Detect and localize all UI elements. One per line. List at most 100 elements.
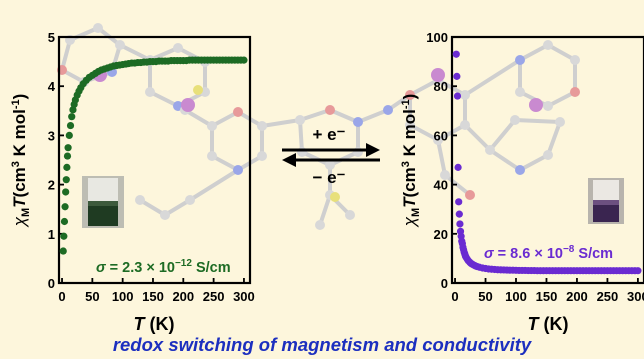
- x-tick-label: 0: [58, 289, 65, 304]
- left-xlabel-unit: (K): [145, 314, 175, 334]
- molecule-atom: [257, 151, 267, 161]
- redox-arrows: + e⁻ − e⁻: [282, 125, 380, 187]
- right-ylabel-chi: χ: [400, 216, 419, 228]
- molecule-atom: [93, 23, 103, 33]
- right-sigma-annotation: σ = 8.6 × 10−8 S/cm: [484, 244, 613, 262]
- molecule-bond: [298, 118, 304, 154]
- molecule-bond: [148, 46, 180, 62]
- molecule-atom: [405, 90, 415, 100]
- data-point: [63, 163, 71, 171]
- molecule-bond: [546, 90, 577, 108]
- molecule-atom: [207, 151, 217, 161]
- left-vial-inset: [82, 176, 124, 228]
- x-tick-label: 0: [451, 289, 458, 304]
- molecule-atom: [257, 121, 267, 131]
- data-point: [63, 152, 72, 160]
- right-x-axis-label: T (K): [528, 314, 569, 334]
- data-point: [68, 113, 76, 121]
- y-tick-label: 5: [48, 30, 55, 45]
- data-point: [60, 217, 69, 226]
- x-tick-label: 100: [112, 289, 134, 304]
- molecule-atom: [207, 121, 217, 131]
- molecule-atom: [515, 165, 525, 175]
- right-ylabel-sub: M: [410, 208, 422, 217]
- data-point: [66, 121, 75, 130]
- data-point: [455, 198, 463, 206]
- right-ylabel-close: ): [400, 94, 419, 100]
- x-tick-label: 250: [597, 289, 619, 304]
- x-tick-label: 100: [505, 289, 527, 304]
- data-point: [452, 50, 460, 58]
- x-tick-label: 150: [536, 289, 558, 304]
- x-tick-label: 250: [203, 289, 225, 304]
- data-point: [65, 131, 73, 139]
- right-marks: [452, 50, 642, 275]
- molecule-atom: [315, 220, 325, 230]
- data-point: [240, 56, 248, 64]
- left-sigma-value: = 2.3 × 10: [106, 260, 175, 276]
- x-tick-label: 50: [478, 289, 492, 304]
- left-sigma-symbol: σ: [96, 260, 107, 276]
- data-point: [456, 220, 464, 228]
- molecule-bond: [408, 123, 440, 142]
- molecule-atom: [325, 105, 335, 115]
- molecule-atom: [543, 40, 553, 50]
- molecule-atom: [325, 160, 335, 170]
- right-ylabel-t: T: [400, 196, 419, 208]
- x-tick-label: 200: [172, 289, 194, 304]
- molecule-bond: [488, 148, 522, 172]
- molecule-atom: [515, 55, 525, 65]
- right-ylabel-supneg1: -1: [400, 99, 412, 109]
- left-ylabel-sub: M: [20, 208, 32, 217]
- data-point: [455, 210, 463, 218]
- molecule-bond: [260, 118, 302, 128]
- y-tick-label: 4: [48, 79, 56, 94]
- y-tick-label: 2: [48, 178, 55, 193]
- left-ylabel-t: T: [10, 196, 29, 208]
- molecule-sulfur-atom: [330, 192, 340, 202]
- molecule-atom: [145, 87, 155, 97]
- left-ylabel-chi: χ: [10, 216, 29, 228]
- molecule-atom: [485, 145, 495, 155]
- molecule-bond: [356, 108, 390, 124]
- molecule-atom: [295, 115, 305, 125]
- right-sigma-exponent: −8: [563, 244, 575, 255]
- molecule-atom: [173, 43, 183, 53]
- molecule-bond: [118, 43, 152, 62]
- y-tick-label: 60: [434, 128, 448, 143]
- data-point: [62, 176, 70, 184]
- molecule-bond: [546, 120, 562, 157]
- molecule-sulfur-atom: [193, 85, 203, 95]
- left-sigma-annotation: σ = 2.3 × 10−12 S/cm: [96, 258, 231, 276]
- left-sigma-unit: S/cm: [192, 260, 231, 276]
- molecule-bond: [443, 173, 472, 197]
- data-point: [453, 72, 461, 80]
- molecule-bond: [318, 193, 332, 227]
- right-xlabel-t: T: [528, 314, 541, 334]
- y-tick-label: 3: [48, 128, 55, 143]
- right-plot: 0 50 100 150 200 250 300 0 20 40 60 80 100 σ = 8.6 ×…: [400, 30, 644, 334]
- forward-arrow-label: + e⁻: [312, 125, 345, 144]
- molecule-bond: [328, 108, 360, 124]
- data-point: [69, 106, 77, 114]
- data-point: [453, 92, 462, 100]
- molecule-bond: [546, 43, 577, 62]
- molecule-bond: [463, 123, 492, 152]
- left-sigma-exponent: −12: [175, 258, 192, 269]
- molecule-bond: [436, 138, 447, 177]
- y-tick-label: 100: [426, 30, 448, 45]
- molecule-metal-atom: [181, 98, 195, 112]
- left-ticks: 0 50 100 150 200 250 300 0 1 2 3 4 5: [48, 30, 255, 304]
- molecule-metal-atom: [529, 98, 543, 112]
- molecule-bond: [298, 108, 332, 122]
- molecule-metal-atom: [431, 68, 445, 82]
- reverse-arrowhead: [282, 153, 296, 167]
- left-ylabel-supneg1: -1: [10, 99, 22, 109]
- molecule-atom: [115, 40, 125, 50]
- data-point: [59, 247, 67, 255]
- left-ylabel-units-b: K mol: [10, 109, 29, 161]
- molecule-atom: [460, 90, 470, 100]
- right-plot-frame: [450, 35, 644, 285]
